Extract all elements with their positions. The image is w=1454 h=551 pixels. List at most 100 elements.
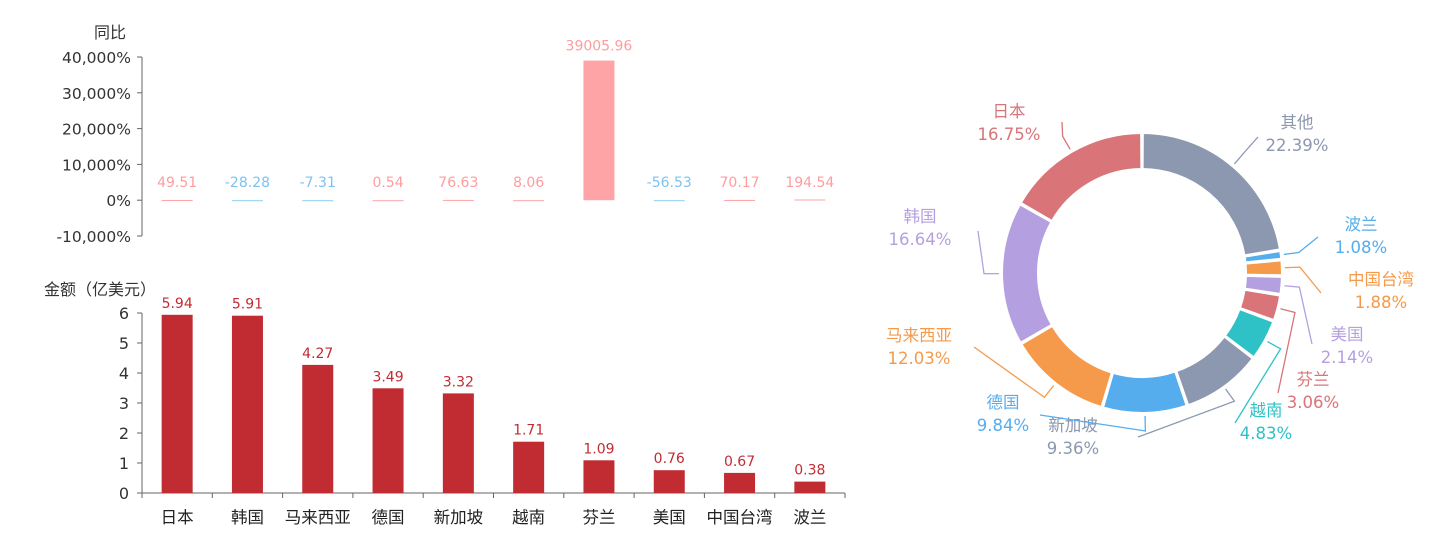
amount-value-label: 3.49: [372, 369, 403, 385]
amount-y-tick-label: 6: [119, 304, 129, 323]
yoy-bar-波兰: [794, 199, 826, 201]
donut-label-name: 中国台湾: [1348, 270, 1414, 289]
amount-bar-芬兰: [583, 460, 615, 493]
donut-label-percent: 16.64%: [889, 230, 952, 249]
yoy-bar-马来西亚: [302, 200, 334, 202]
amount-category-label: 德国: [372, 508, 405, 527]
donut-leader-line: [1137, 388, 1236, 438]
amount-category-label: 越南: [512, 508, 545, 527]
amount-value-label: 3.32: [443, 374, 474, 390]
donut-label-percent: 1.08%: [1335, 238, 1387, 257]
donut-label-percent: 2.14%: [1321, 348, 1373, 367]
yoy-value-label: -28.28: [225, 175, 270, 191]
donut-label-percent: 16.75%: [978, 125, 1041, 144]
yoy-bar-芬兰: [583, 60, 615, 201]
amount-category-label: 日本: [161, 508, 194, 527]
donut-label-percent: 4.83%: [1240, 424, 1292, 443]
amount-bar-波兰: [794, 481, 826, 493]
amount-category-label: 芬兰: [582, 508, 615, 527]
donut-label-percent: 9.36%: [1047, 439, 1099, 458]
amount-y-tick-label: 1: [119, 454, 129, 473]
yoy-bar-韩国: [231, 200, 263, 202]
yoy-y-tick-label: 10,000%: [62, 156, 131, 174]
amount-value-label: 1.09: [583, 441, 614, 457]
amount-y-tick-label: 5: [119, 334, 129, 353]
amount-y-tick-label: 4: [119, 364, 129, 383]
donut-leader-line: [1233, 136, 1259, 165]
donut-slice-马来西亚: [1020, 324, 1114, 409]
donut-label-name: 新加坡: [1048, 416, 1098, 435]
donut-label-name: 日本: [993, 102, 1026, 121]
yoy-y-tick-label: 30,000%: [62, 85, 131, 103]
yoy-value-label: 39005.96: [566, 39, 633, 55]
donut-label-percent: 3.06%: [1287, 393, 1339, 412]
donut-label-name: 德国: [987, 393, 1020, 412]
amount-value-label: 1.71: [513, 423, 544, 439]
amount-bar-越南: [513, 441, 545, 493]
yoy-bar-中国台湾: [724, 199, 756, 201]
donut-leader-line: [973, 346, 1055, 399]
donut-label-percent: 12.03%: [888, 349, 951, 368]
amount-value-label: 5.91: [232, 297, 263, 313]
donut-slice-波兰: [1243, 249, 1283, 264]
amount-axis-title: 金额（亿美元）: [44, 280, 156, 299]
amount-category-label: 波兰: [793, 508, 826, 527]
amount-category-label: 中国台湾: [707, 508, 773, 527]
amount-bar-美国: [653, 470, 685, 493]
yoy-value-label: -7.31: [300, 175, 336, 191]
amount-value-label: 5.94: [162, 296, 193, 312]
yoy-value-label: 194.54: [785, 175, 834, 191]
donut-label-name: 韩国: [904, 207, 937, 226]
yoy-value-label: 8.06: [513, 175, 544, 191]
amount-value-label: 0.76: [654, 451, 685, 467]
donut-slice-韩国: [1001, 203, 1054, 345]
yoy-bar-德国: [372, 200, 404, 202]
amount-category-label: 新加坡: [434, 508, 484, 527]
yoy-axis-title: 同比: [94, 23, 126, 42]
donut-label-name: 波兰: [1345, 215, 1378, 234]
amount-bar-日本: [161, 314, 193, 493]
yoy-bar-日本: [161, 200, 193, 202]
donut-label-name: 美国: [1331, 325, 1364, 344]
amount-value-label: 4.27: [302, 346, 333, 362]
donut-slice-中国台湾: [1244, 259, 1283, 277]
amount-value-label: 0.38: [794, 463, 825, 479]
yoy-value-label: 49.51: [157, 175, 197, 191]
amount-y-tick-label: 3: [119, 394, 129, 413]
donut-leader-line: [977, 230, 1000, 275]
amount-category-label: 美国: [653, 508, 686, 527]
yoy-bar-新加坡: [442, 199, 474, 201]
yoy-value-label: 76.63: [438, 175, 478, 191]
yoy-bar-越南: [513, 200, 545, 202]
donut-label-percent: 1.88%: [1355, 293, 1407, 312]
donut-label-name: 其他: [1281, 113, 1314, 132]
donut-label-percent: 22.39%: [1266, 136, 1329, 155]
donut-label-percent: 9.84%: [977, 416, 1029, 435]
amount-bar-德国: [372, 388, 404, 493]
donut-leader-line: [1284, 285, 1313, 345]
donut-slice-其他: [1141, 131, 1282, 257]
donut-label-name: 越南: [1250, 401, 1283, 420]
amount-value-label: 0.67: [724, 454, 755, 470]
donut-slice-美国: [1243, 274, 1283, 296]
amount-bar-马来西亚: [302, 364, 334, 493]
amount-category-label: 韩国: [231, 508, 264, 527]
yoy-y-tick-label: -10,000%: [56, 228, 131, 246]
yoy-y-tick-label: 0%: [106, 192, 131, 210]
amount-y-tick-label: 2: [119, 424, 129, 443]
donut-leader-line: [1284, 266, 1322, 294]
yoy-value-label: 70.17: [720, 175, 760, 191]
donut-leader-line: [1277, 308, 1296, 394]
yoy-y-tick-label: 20,000%: [62, 121, 131, 139]
donut-leader-line: [1061, 121, 1071, 150]
yoy-y-tick-label: 40,000%: [62, 49, 131, 67]
donut-label-name: 马来西亚: [886, 326, 952, 345]
amount-y-tick-label: 0: [119, 484, 129, 503]
donut-slice-越南: [1223, 307, 1275, 359]
donut-leader-line: [1039, 414, 1147, 432]
yoy-value-label: -56.53: [647, 175, 692, 191]
amount-bar-韩国: [231, 315, 263, 493]
donut-slice-德国: [1101, 370, 1188, 414]
